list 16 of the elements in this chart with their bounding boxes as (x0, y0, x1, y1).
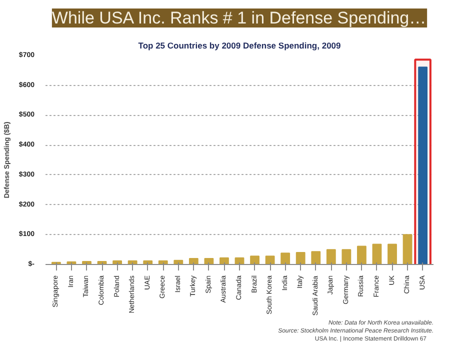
bar (402, 234, 412, 264)
bar (372, 244, 382, 264)
bar (250, 256, 260, 264)
bar (357, 246, 366, 264)
bar (311, 251, 321, 264)
bar (280, 252, 290, 264)
bar (342, 249, 352, 264)
chart-title: While USA Inc. Ranks # 1 in Defense Spending… (52, 8, 426, 28)
bar (265, 256, 275, 264)
bar (220, 257, 229, 264)
bar (326, 249, 336, 264)
bar (296, 252, 306, 264)
bar (204, 258, 214, 264)
bar (388, 244, 397, 264)
bar (188, 258, 198, 264)
chart-subtitle: Top 25 Countries by 2009 Defense Spending, 2009 (138, 40, 342, 50)
